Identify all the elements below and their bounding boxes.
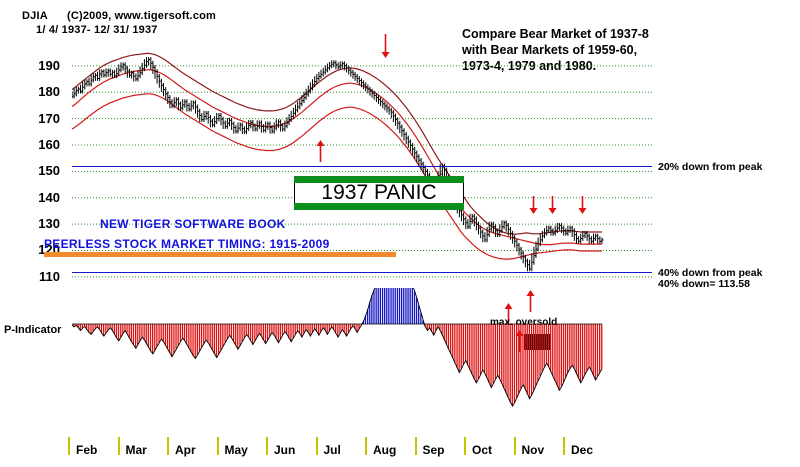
book-underline bbox=[44, 252, 396, 257]
panic-label: 1937 PANIC bbox=[321, 181, 437, 204]
month-tick bbox=[117, 437, 120, 455]
price-plot bbox=[72, 52, 652, 278]
band-line bbox=[72, 69, 602, 246]
month-label-may: May bbox=[224, 443, 248, 457]
pct20-line bbox=[72, 166, 652, 167]
compare-note: Compare Bear Market of 1937-8 with Bear … bbox=[462, 27, 649, 73]
signal-arrow-b12 bbox=[315, 140, 326, 162]
pct40-line bbox=[72, 272, 652, 273]
month-tick bbox=[266, 437, 268, 455]
panic-box: 1937 PANIC bbox=[294, 176, 464, 210]
signal-arrow-s6 bbox=[547, 196, 558, 214]
month-label-oct: Oct bbox=[472, 443, 493, 457]
signal-arrow-s12 bbox=[577, 196, 588, 214]
month-label-mar: Mar bbox=[125, 443, 147, 457]
band-line bbox=[72, 93, 602, 260]
signal-arrow-b17b bbox=[503, 303, 514, 323]
month-tick bbox=[315, 437, 318, 455]
pindicator-bars bbox=[72, 288, 603, 407]
y-tick-label: 150 bbox=[38, 163, 60, 179]
month-label-feb: Feb bbox=[76, 443, 98, 457]
month-label-aug: Aug bbox=[373, 443, 397, 457]
pindicator-panel bbox=[72, 288, 702, 413]
obscured-value-box bbox=[524, 334, 550, 350]
signal-arrow-s9 bbox=[380, 34, 391, 58]
signal-arrow-b17a bbox=[525, 290, 536, 312]
month-label-sep: Sep bbox=[422, 443, 445, 457]
panic-box-inner bbox=[294, 183, 464, 203]
pct40-label-2: 40% down= 113.58 bbox=[658, 278, 750, 290]
month-label-nov: Nov bbox=[521, 443, 545, 457]
pindicator-label: P-Indicator bbox=[4, 324, 62, 336]
month-label-jul: Jul bbox=[323, 443, 341, 457]
pindicator-plot bbox=[72, 288, 603, 408]
month-label-apr: Apr bbox=[175, 443, 196, 457]
price-panel bbox=[72, 50, 702, 290]
chart-title: DJIA (C)2009, www.tigersoft.com bbox=[22, 10, 217, 22]
book-line-1: NEW TIGER SOFTWARE BOOK bbox=[100, 217, 286, 231]
month-tick bbox=[513, 437, 516, 455]
max-oversold-label: max. oversold bbox=[490, 317, 558, 328]
y-tick-label: 130 bbox=[38, 216, 60, 232]
y-tick-label: 170 bbox=[38, 110, 60, 126]
band-line bbox=[72, 52, 602, 235]
ohlc-bars bbox=[72, 57, 604, 272]
pindicator-envelope bbox=[72, 288, 603, 408]
month-tick bbox=[464, 437, 466, 455]
pct20-label: 20% down from peak bbox=[658, 161, 763, 173]
month-tick bbox=[216, 437, 219, 455]
y-tick-label: 180 bbox=[38, 84, 60, 100]
panic-box-top-bar bbox=[294, 176, 464, 183]
month-tick bbox=[365, 437, 367, 455]
book-line-2: PEERLESS STOCK MARKET TIMING: 1915-2009 bbox=[44, 237, 330, 251]
y-tick-label: 110 bbox=[39, 268, 60, 284]
y-tick-label: 190 bbox=[38, 57, 60, 73]
month-label-dec: Dec bbox=[571, 443, 594, 457]
panic-box-bottom-bar bbox=[294, 203, 464, 210]
y-tick-label: 160 bbox=[38, 136, 60, 152]
month-tick bbox=[563, 437, 565, 455]
y-tick-label: 140 bbox=[38, 189, 60, 205]
signal-arrow-s5 bbox=[528, 196, 539, 214]
month-label-jun: Jun bbox=[274, 443, 296, 457]
month-tick bbox=[167, 437, 169, 455]
chart-daterange: 1/ 4/ 1937- 12/ 31/ 1937 bbox=[36, 24, 158, 36]
month-tick bbox=[68, 437, 70, 455]
month-tick bbox=[414, 437, 417, 455]
pct40-label-1: 40% down from peak bbox=[658, 267, 763, 279]
